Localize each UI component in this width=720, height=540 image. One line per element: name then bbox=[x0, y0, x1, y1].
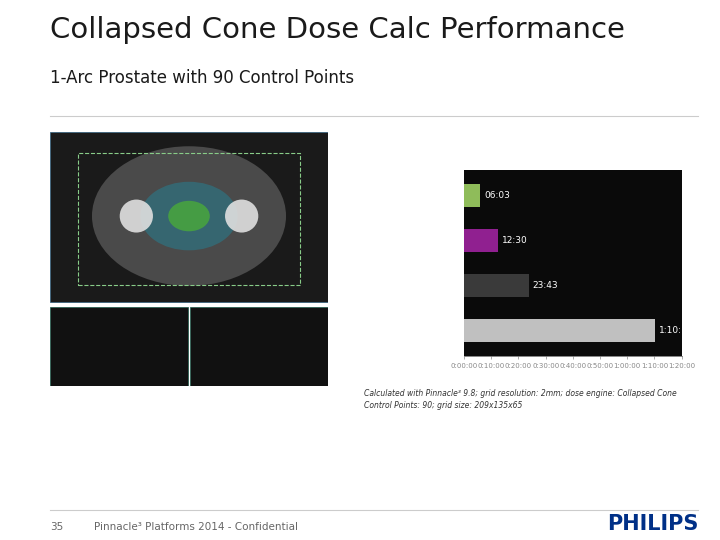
Text: 1:10:17: 1:10:17 bbox=[659, 326, 693, 335]
Bar bbox=[464, 274, 528, 297]
Text: 12:30: 12:30 bbox=[502, 236, 528, 245]
Ellipse shape bbox=[168, 201, 210, 231]
Text: 35: 35 bbox=[50, 522, 63, 532]
Text: Dose Computation times for 1-arc Prostate: Dose Computation times for 1-arc Prostat… bbox=[434, 140, 628, 149]
Text: Expert: Expert bbox=[433, 236, 461, 245]
Bar bbox=[464, 320, 655, 342]
Text: 06:03: 06:03 bbox=[484, 191, 510, 200]
Text: Pinnacle³ Platforms 2014 - Confidential: Pinnacle³ Platforms 2014 - Confidential bbox=[94, 522, 297, 532]
Bar bbox=[190, 307, 328, 386]
Ellipse shape bbox=[92, 146, 286, 286]
Ellipse shape bbox=[120, 200, 153, 233]
Bar bbox=[50, 307, 188, 386]
Text: 810: 810 bbox=[444, 326, 461, 335]
Text: Collapsed Cone Dose Calc Performance: Collapsed Cone Dose Calc Performance bbox=[50, 16, 625, 44]
Text: Professional &
SmartEnterprise: Professional & SmartEnterprise bbox=[392, 186, 461, 205]
Ellipse shape bbox=[225, 200, 258, 233]
Bar bbox=[78, 153, 300, 285]
Text: PHILIPS: PHILIPS bbox=[607, 514, 698, 534]
Bar bbox=[464, 229, 498, 252]
Text: 810X: 810X bbox=[438, 281, 461, 290]
Ellipse shape bbox=[140, 182, 238, 251]
Text: Calculated with Pinnacle³ 9.8; grid resolution: 2mm; dose engine: Collapsed Cone: Calculated with Pinnacle³ 9.8; grid reso… bbox=[364, 389, 676, 410]
Text: 23:43: 23:43 bbox=[532, 281, 558, 290]
Bar bbox=[50, 132, 328, 302]
X-axis label: Time in h:mm:ss: Time in h:mm:ss bbox=[529, 374, 616, 383]
Text: 1-Arc Prostate with 90 Control Points: 1-Arc Prostate with 90 Control Points bbox=[50, 70, 354, 87]
Bar bbox=[464, 184, 480, 206]
